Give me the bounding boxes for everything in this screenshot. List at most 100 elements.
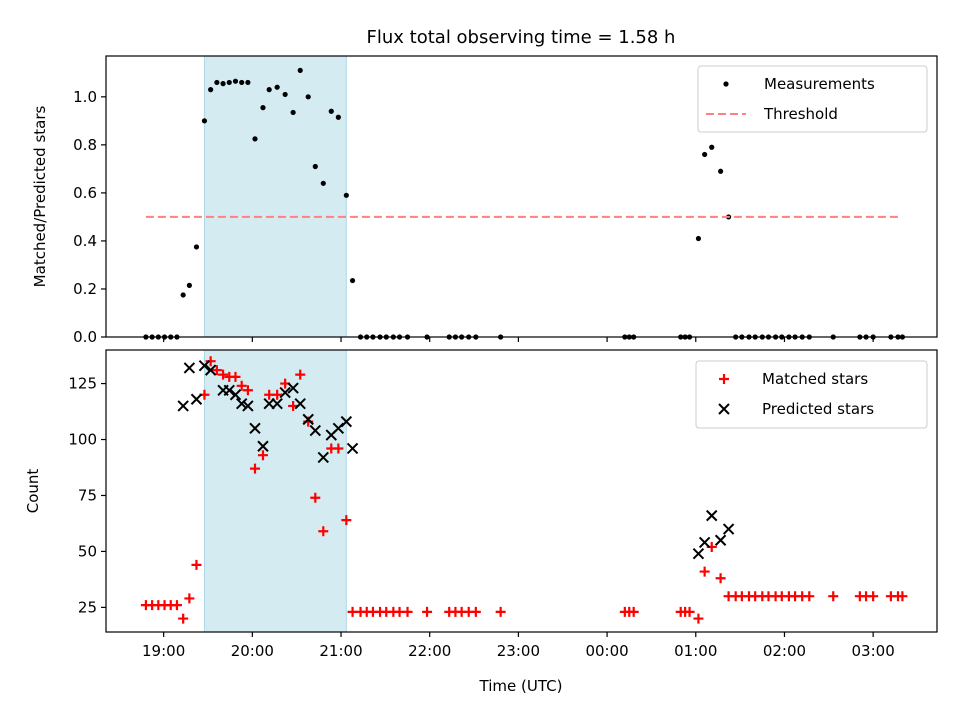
legend-swatch	[719, 374, 729, 384]
data-point	[343, 192, 349, 198]
data-point	[235, 398, 248, 410]
data-point	[715, 573, 726, 584]
data-point	[220, 81, 226, 87]
data-point	[226, 79, 232, 86]
data-point	[328, 108, 334, 114]
data-point	[186, 282, 192, 288]
y-tick-label: 50	[78, 542, 97, 560]
data-point	[718, 168, 724, 174]
x-tick-label: 22:00	[408, 642, 451, 660]
legend-box	[697, 65, 928, 133]
legend-entry: Measurements	[723, 75, 875, 93]
data-point	[242, 400, 254, 412]
data-point	[722, 523, 735, 535]
data-point	[310, 492, 321, 503]
data-point	[312, 163, 318, 170]
data-point	[709, 144, 715, 150]
legend-label: Matched stars	[762, 370, 868, 388]
data-point	[804, 591, 815, 602]
y-tick-label: 0.0	[73, 328, 97, 346]
data-point	[698, 536, 711, 549]
data-point	[693, 613, 704, 624]
data-point	[320, 180, 326, 186]
data-point	[341, 515, 352, 526]
data-point	[201, 118, 208, 124]
plot-frame	[105, 349, 938, 633]
data-point	[191, 559, 202, 570]
series-matched-stars	[140, 356, 908, 624]
data-point	[318, 526, 329, 537]
data-point	[317, 451, 329, 464]
top-panel: 0.0 0.2 0.4 0.6 0.8 1.0 Matched/Predicted star…	[31, 55, 938, 346]
data-point	[218, 369, 229, 380]
y-tick-label: 100	[68, 431, 97, 449]
data-point	[287, 382, 299, 394]
data-point	[272, 389, 283, 400]
data-point	[349, 277, 356, 284]
data-point	[422, 606, 433, 617]
legend-entry: Matched stars	[719, 370, 868, 388]
data-point	[692, 547, 705, 560]
data-point	[236, 380, 247, 391]
data-point	[294, 398, 306, 410]
data-point	[223, 384, 235, 396]
y-tick-label: 125	[68, 375, 97, 393]
data-point	[230, 371, 241, 382]
data-point	[271, 398, 283, 410]
y-tick-label: 0.2	[73, 280, 97, 298]
data-point	[232, 78, 239, 84]
y-tick-label: 25	[78, 598, 97, 616]
legend-label: Measurements	[764, 75, 875, 93]
y-tick-label: 0.8	[73, 136, 97, 154]
x-axis-label: Time (UTC)	[479, 677, 563, 695]
legend: Measurements Threshold	[697, 65, 928, 133]
data-point	[714, 534, 727, 546]
data-point	[288, 400, 299, 411]
data-point	[177, 400, 189, 412]
y-tick-label: 1.0	[73, 88, 97, 106]
data-point	[198, 359, 211, 372]
data-point	[211, 365, 222, 376]
observing-interval-shade	[203, 349, 347, 633]
data-point	[184, 593, 195, 604]
data-point	[274, 84, 280, 90]
chart-title: Flux total observing time = 1.58 h	[367, 27, 676, 48]
data-point	[309, 424, 322, 437]
x-tick-label: 01:00	[674, 642, 717, 660]
x-tick-label: 02:00	[763, 642, 806, 660]
legend-label: Predicted stars	[762, 400, 874, 418]
data-point	[402, 606, 413, 617]
data-point	[628, 606, 639, 617]
data-point	[305, 94, 311, 100]
data-point	[495, 606, 506, 617]
y-tick-label: 75	[78, 486, 97, 504]
data-point	[193, 244, 200, 250]
data-point	[260, 105, 266, 111]
x-tick-label: 00:00	[585, 642, 628, 660]
data-point	[249, 463, 260, 474]
data-point	[229, 389, 242, 401]
x-tick-label: 19:00	[142, 642, 185, 660]
data-point	[266, 87, 272, 93]
x-tick-label: 23:00	[497, 642, 540, 660]
legend-swatch	[718, 403, 730, 415]
data-point	[868, 591, 879, 602]
data-point	[346, 442, 359, 455]
y-tick-label: 0.4	[73, 232, 97, 250]
data-point	[242, 385, 253, 396]
data-point	[252, 136, 258, 142]
data-point	[828, 591, 839, 602]
data-point	[190, 393, 203, 405]
x-tick-label: 03:00	[852, 642, 895, 660]
data-point	[205, 356, 216, 367]
observing-interval-shade	[203, 55, 347, 338]
data-point	[702, 151, 708, 158]
legend: Matched stars Predicted stars	[695, 360, 928, 429]
data-point	[204, 364, 217, 376]
data-point	[245, 79, 251, 86]
data-point	[340, 415, 353, 428]
data-point	[257, 450, 268, 461]
legend-box	[695, 360, 928, 429]
series-predicted-stars	[177, 359, 735, 560]
data-point	[178, 613, 189, 624]
